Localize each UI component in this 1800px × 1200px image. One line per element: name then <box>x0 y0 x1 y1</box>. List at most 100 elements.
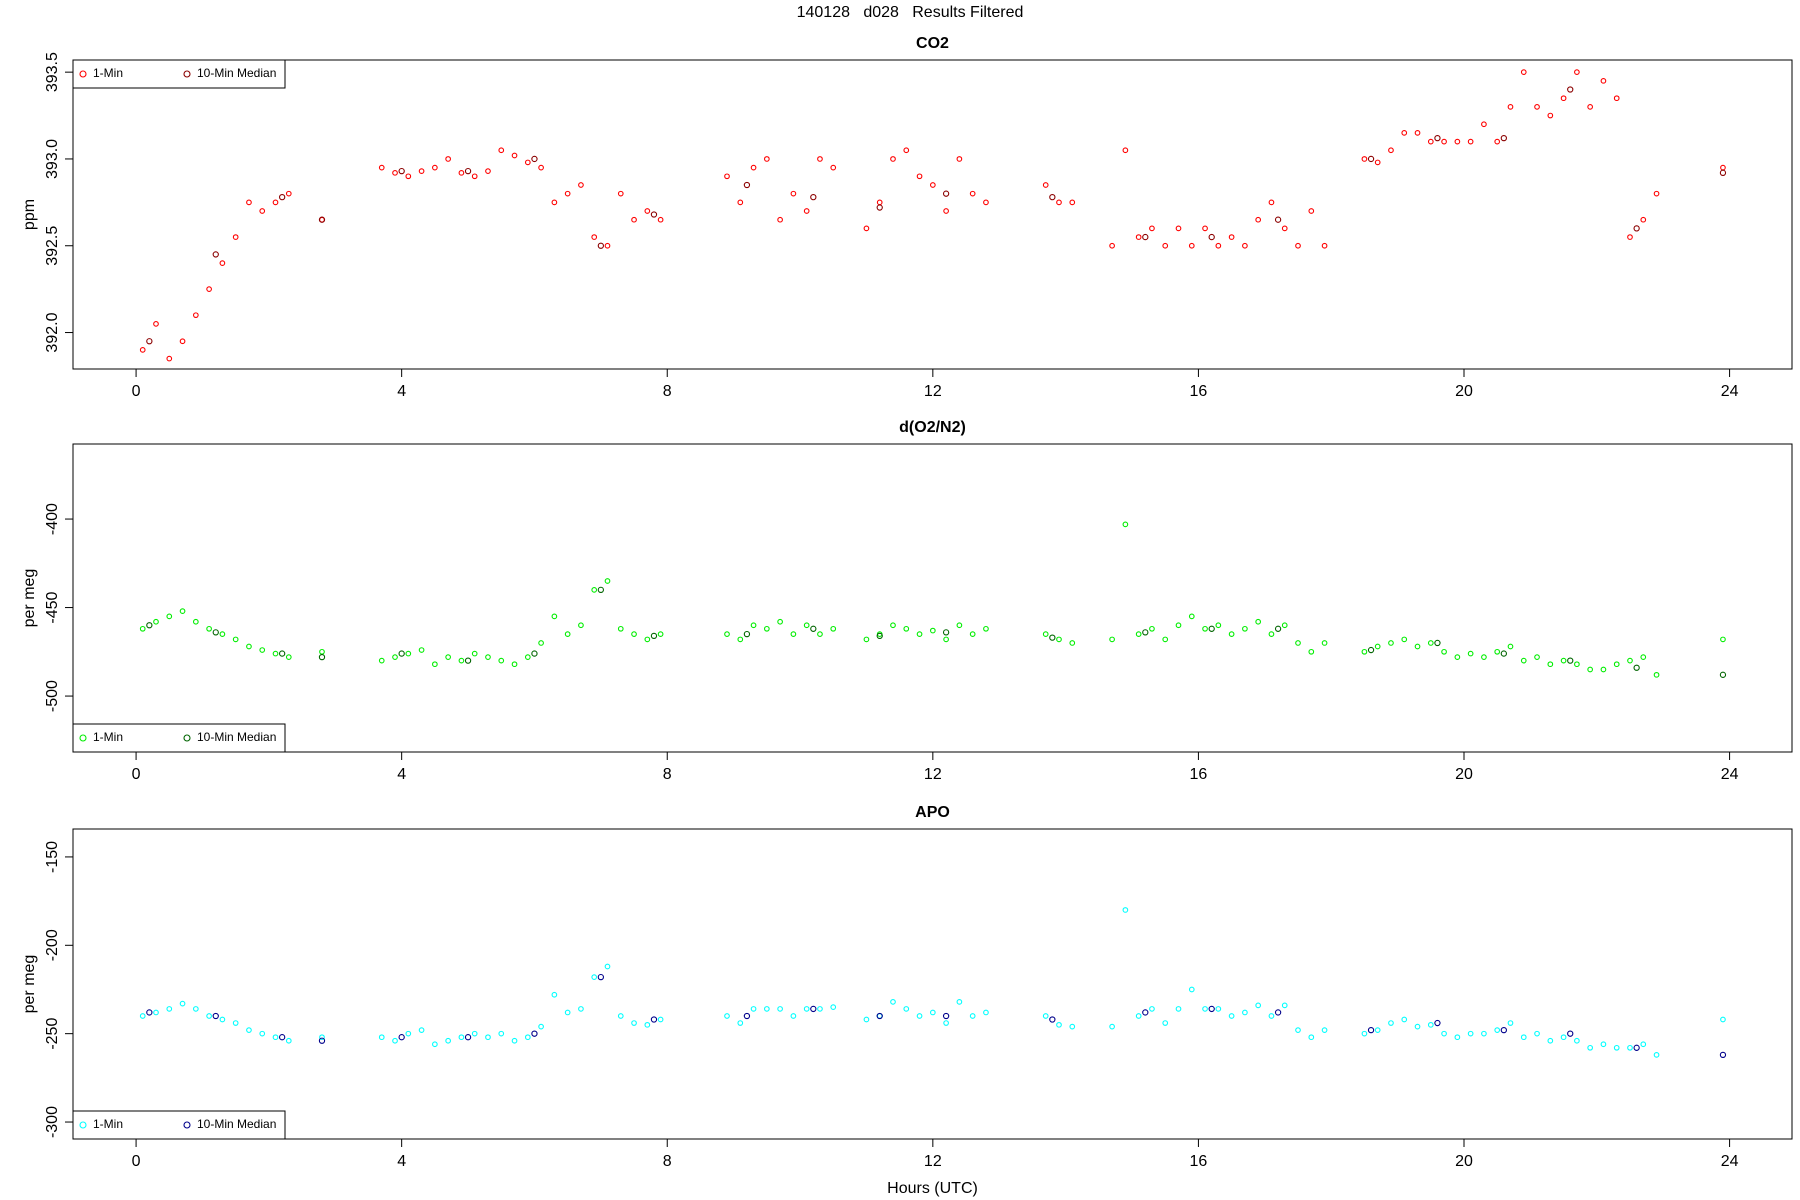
point <box>1388 1020 1394 1026</box>
point <box>1600 666 1607 673</box>
point <box>464 167 472 175</box>
point <box>192 618 199 625</box>
point <box>1274 1009 1282 1016</box>
point <box>916 1013 923 1019</box>
point <box>1427 640 1434 646</box>
point <box>810 193 817 201</box>
point <box>1507 104 1514 110</box>
x-tick-label: 4 <box>397 1153 406 1170</box>
point <box>1162 636 1169 643</box>
point <box>1560 95 1567 102</box>
point <box>863 636 870 643</box>
point <box>863 225 870 232</box>
x-axis-label: Hours (UTC) <box>887 1180 978 1197</box>
point <box>1600 77 1607 84</box>
point <box>956 622 963 629</box>
point <box>1567 657 1574 664</box>
point <box>743 630 751 638</box>
point <box>929 182 936 188</box>
point <box>1295 640 1301 646</box>
point <box>604 578 611 584</box>
point <box>750 1006 757 1012</box>
point <box>564 1009 571 1016</box>
point <box>1274 216 1282 223</box>
point <box>551 991 558 998</box>
point <box>1175 225 1182 232</box>
point <box>1135 234 1142 240</box>
y-tick-label: -250 <box>44 1018 61 1050</box>
point <box>192 312 199 319</box>
point <box>830 1004 837 1011</box>
point <box>1633 664 1640 671</box>
point <box>942 190 950 197</box>
point <box>1494 648 1501 655</box>
point <box>405 173 412 180</box>
point <box>285 654 292 660</box>
point <box>1321 242 1328 249</box>
point <box>278 650 286 657</box>
point <box>139 347 146 353</box>
point <box>650 211 658 218</box>
y-tick-label: -150 <box>44 841 61 873</box>
point <box>285 1037 292 1044</box>
point <box>1281 622 1288 629</box>
point <box>405 1030 412 1037</box>
point <box>1361 156 1368 162</box>
point <box>1202 1006 1208 1012</box>
point <box>1441 648 1447 655</box>
point <box>471 650 478 657</box>
point <box>1228 1013 1235 1019</box>
point <box>1520 657 1527 664</box>
point <box>1149 625 1155 632</box>
point <box>1122 521 1129 528</box>
point <box>876 204 883 211</box>
y-tick-label: -400 <box>44 503 61 535</box>
point <box>1268 631 1275 637</box>
point <box>432 164 438 171</box>
point <box>1534 654 1540 660</box>
x-tick-label: 16 <box>1190 1153 1208 1170</box>
point <box>1500 1026 1507 1034</box>
point <box>232 636 239 643</box>
point <box>206 625 212 632</box>
legend-label: 10-Min Median <box>197 730 276 744</box>
point <box>929 627 936 634</box>
point <box>531 155 538 163</box>
point <box>777 1006 783 1012</box>
point <box>1215 242 1222 249</box>
point <box>1208 233 1215 241</box>
point <box>378 657 385 664</box>
y-tick-label: -500 <box>44 680 61 712</box>
point <box>1500 650 1507 657</box>
point <box>1388 640 1394 646</box>
point <box>1613 661 1620 668</box>
point <box>724 631 730 637</box>
point <box>1049 193 1056 201</box>
point <box>790 1013 797 1019</box>
x-tick-label: 20 <box>1455 1153 1473 1170</box>
point <box>1069 1023 1076 1030</box>
point <box>1109 636 1115 643</box>
point <box>318 1037 326 1044</box>
point <box>1719 1051 1727 1059</box>
point <box>1507 1020 1514 1026</box>
point <box>1454 138 1461 145</box>
point <box>272 199 279 206</box>
point <box>876 632 883 640</box>
point <box>1188 242 1195 249</box>
point <box>1633 225 1640 232</box>
point <box>830 164 837 171</box>
point <box>983 1009 989 1016</box>
x-tick-label: 12 <box>924 383 942 400</box>
point <box>1255 1002 1262 1009</box>
point <box>1056 199 1062 206</box>
point <box>890 156 896 162</box>
point <box>597 242 605 249</box>
point <box>830 625 837 632</box>
point <box>1494 138 1501 145</box>
point <box>969 631 976 637</box>
point <box>916 631 923 637</box>
point <box>485 654 491 660</box>
point <box>890 622 896 629</box>
point <box>498 147 505 154</box>
